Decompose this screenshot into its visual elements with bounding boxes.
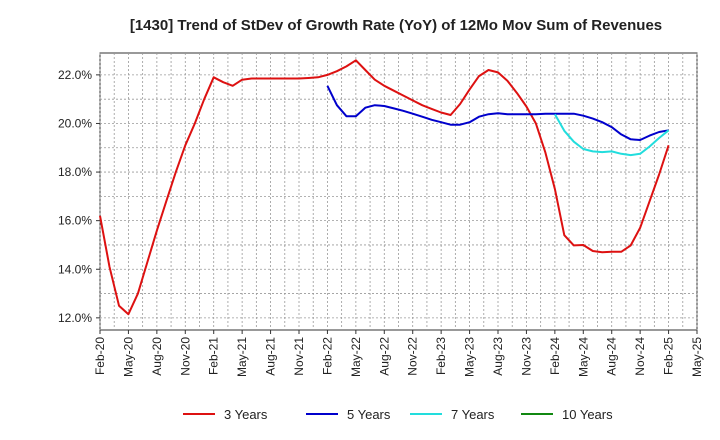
gridlines xyxy=(99,53,698,330)
x-tick-label: May-22 xyxy=(349,337,363,377)
y-tick-label: 16.0% xyxy=(58,214,92,228)
x-axis: Feb-20 May-20 Aug-20 Nov-20 Feb-21 May-21 Aug-… xyxy=(93,330,704,377)
x-tick-label: Feb-22 xyxy=(320,337,334,375)
series-line-5-years xyxy=(326,85,669,141)
legend: 3 Years 5 Years 7 Years 10 Years xyxy=(183,407,613,422)
chart-title: [1430] Trend of StDev of Growth Rate (Yo… xyxy=(130,17,662,34)
x-tick-label: May-25 xyxy=(690,337,704,377)
series-lines xyxy=(99,59,670,316)
x-tick-label: May-23 xyxy=(463,337,477,377)
y-tick-label: 22.0% xyxy=(58,68,92,82)
y-tick-label: 12.0% xyxy=(58,311,92,325)
x-tick-label: Feb-24 xyxy=(548,337,562,375)
series-line-3-years xyxy=(99,59,670,316)
x-tick-label: Feb-25 xyxy=(662,337,676,375)
x-tick-label: Aug-23 xyxy=(491,337,505,376)
x-tick-label: Aug-22 xyxy=(377,337,391,376)
x-tick-label: May-21 xyxy=(235,337,249,377)
x-tick-label: Nov-21 xyxy=(292,337,306,376)
x-tick-label: Aug-20 xyxy=(150,337,164,376)
x-tick-label: May-20 xyxy=(121,337,135,377)
x-tick-label: May-24 xyxy=(576,337,590,377)
y-tick-label: 20.0% xyxy=(58,116,92,130)
x-tick-label: Feb-20 xyxy=(93,337,107,375)
legend-label: 7 Years xyxy=(451,407,495,422)
legend-label: 10 Years xyxy=(562,407,613,422)
y-tick-label: 18.0% xyxy=(58,165,92,179)
y-axis: 12.0% 14.0% 16.0% 18.0% 20.0% 22.0% xyxy=(58,68,100,325)
x-tick-label: Nov-24 xyxy=(633,337,647,376)
x-tick-label: Aug-24 xyxy=(605,337,619,376)
legend-label: 3 Years xyxy=(224,407,268,422)
x-tick-label: Aug-21 xyxy=(264,337,278,376)
x-tick-label: Feb-23 xyxy=(434,337,448,375)
legend-label: 5 Years xyxy=(347,407,391,422)
x-tick-label: Nov-23 xyxy=(519,337,533,376)
y-tick-label: 14.0% xyxy=(58,262,92,276)
series-line-7-years xyxy=(554,113,670,157)
x-tick-label: Nov-20 xyxy=(178,337,192,376)
x-tick-label: Nov-22 xyxy=(406,337,420,376)
x-tick-label: Feb-21 xyxy=(207,337,221,375)
